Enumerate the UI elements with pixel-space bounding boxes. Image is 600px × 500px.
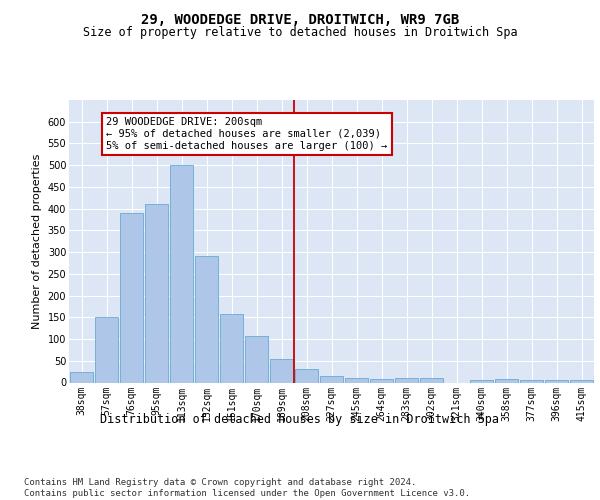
- Bar: [370, 379, 394, 382]
- Text: 29 WOODEDGE DRIVE: 200sqm
← 95% of detached houses are smaller (2,039)
5% of sem: 29 WOODEDGE DRIVE: 200sqm ← 95% of detac…: [107, 118, 388, 150]
- Bar: [70, 372, 94, 382]
- Bar: [395, 378, 418, 382]
- Bar: [295, 368, 319, 382]
- Bar: [269, 358, 293, 382]
- Text: Size of property relative to detached houses in Droitwich Spa: Size of property relative to detached ho…: [83, 26, 517, 39]
- Bar: [145, 204, 169, 382]
- Bar: [470, 380, 493, 382]
- Bar: [569, 380, 593, 382]
- Bar: [520, 380, 544, 382]
- Bar: [170, 165, 193, 382]
- Bar: [220, 314, 244, 382]
- Bar: [545, 380, 568, 382]
- Text: Contains HM Land Registry data © Crown copyright and database right 2024.
Contai: Contains HM Land Registry data © Crown c…: [24, 478, 470, 498]
- Bar: [344, 378, 368, 382]
- Bar: [194, 256, 218, 382]
- Bar: [320, 376, 343, 382]
- Bar: [95, 318, 118, 382]
- Bar: [245, 336, 268, 382]
- Text: 29, WOODEDGE DRIVE, DROITWICH, WR9 7GB: 29, WOODEDGE DRIVE, DROITWICH, WR9 7GB: [141, 12, 459, 26]
- Bar: [494, 379, 518, 382]
- Bar: [119, 213, 143, 382]
- Y-axis label: Number of detached properties: Number of detached properties: [32, 154, 42, 329]
- Text: Distribution of detached houses by size in Droitwich Spa: Distribution of detached houses by size …: [101, 412, 499, 426]
- Bar: [419, 378, 443, 382]
